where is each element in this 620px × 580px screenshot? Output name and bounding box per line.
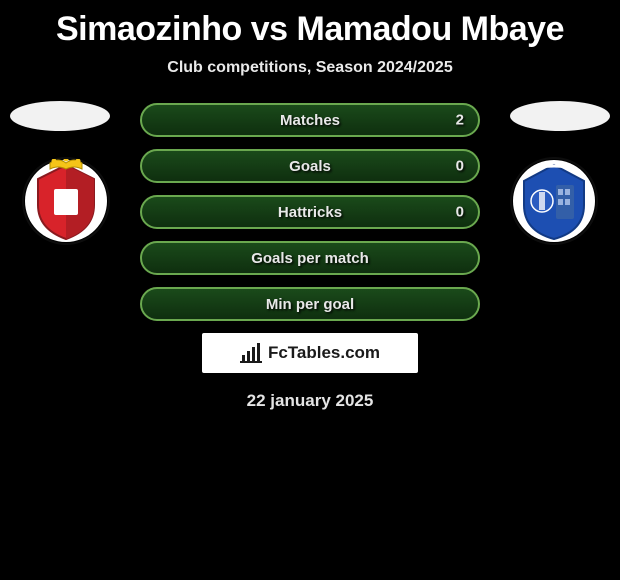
source-text: FcTables.com [268, 343, 380, 363]
player1-photo-placeholder [10, 101, 110, 131]
player2-name: Mamadou Mbaye [297, 10, 564, 48]
comparison-title: Simaozinho vs Mamadou Mbaye [0, 0, 620, 49]
stat-right-value: 0 [456, 204, 464, 221]
player2-photo-placeholder [510, 101, 610, 131]
stat-label: Goals per match [251, 250, 369, 267]
vs-separator: vs [251, 10, 288, 48]
player2-club-crest [512, 159, 596, 243]
stat-row-goals-per-match: Goals per match [140, 241, 480, 275]
subtitle: Club competitions, Season 2024/2025 [0, 59, 620, 77]
player1-club-crest [24, 159, 108, 243]
stat-row-matches: Matches 2 [140, 103, 480, 137]
stat-label: Matches [280, 112, 340, 129]
snapshot-date: 22 january 2025 [0, 391, 620, 411]
bar-chart-icon [240, 343, 264, 363]
stat-row-min-per-goal: Min per goal [140, 287, 480, 321]
comparison-arena: Matches 2 Goals 0 Hattricks 0 Goals per … [0, 103, 620, 411]
stat-right-value: 2 [456, 112, 464, 129]
stat-label: Min per goal [266, 296, 354, 313]
stat-row-hattricks: Hattricks 0 [140, 195, 480, 229]
source-badge: FcTables.com [202, 333, 418, 373]
stat-label: Hattricks [278, 204, 342, 221]
stat-right-value: 0 [456, 158, 464, 175]
stat-row-goals: Goals 0 [140, 149, 480, 183]
stats-list: Matches 2 Goals 0 Hattricks 0 Goals per … [140, 103, 480, 321]
player1-name: Simaozinho [56, 10, 242, 48]
stat-label: Goals [289, 158, 331, 175]
